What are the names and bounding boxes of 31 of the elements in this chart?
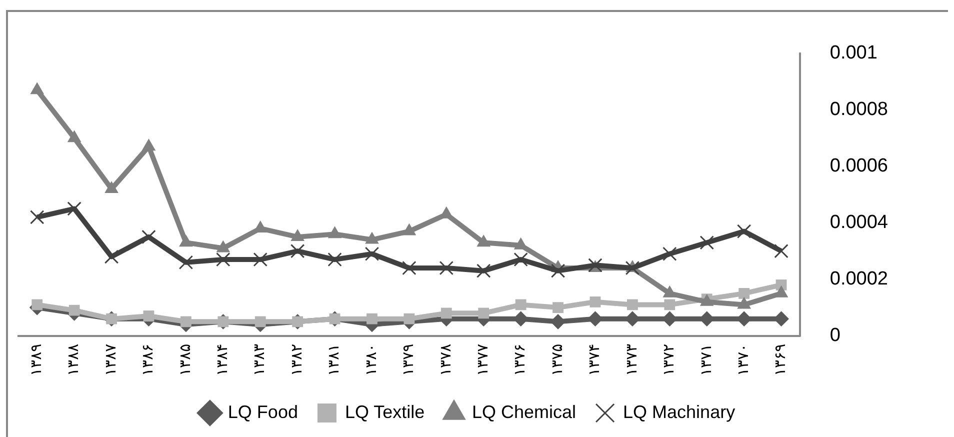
x-tick-label: ۱۳۷۵	[548, 344, 566, 376]
x-tick-label: ۱۳۸۰	[362, 344, 380, 376]
x-tick-label: ۱۳۸۵	[176, 344, 194, 376]
x-tick-label: ۱۳۶۹	[771, 344, 790, 376]
x-tick-label: ۱۳۷۲	[660, 344, 678, 376]
x-tick-label: ۱۳۸۲	[287, 344, 306, 376]
x-tick-label: ۱۳۷۸	[436, 344, 454, 376]
y-tick-label: 0	[830, 325, 840, 346]
x-tick-label: ۱۳۷۹	[399, 344, 418, 376]
x-tick-label: ۱۳۸۱	[324, 344, 343, 376]
x-tick-label: ۱۳۸۸	[64, 344, 82, 376]
x-tick-label: ۱۳۷۴	[585, 344, 604, 376]
y-tick-label: 0.0008	[830, 99, 888, 120]
x-tick-label: ۱۳۸۳	[250, 344, 268, 376]
legend-label: LQ Chemical	[472, 402, 576, 422]
x-tick-label: ۱۳۸۶	[138, 344, 157, 376]
y-tick-label: 0.0004	[830, 212, 888, 234]
y-tick-label: 0.001	[830, 42, 878, 64]
x-tick-label: ۱۳۷۳	[622, 344, 640, 376]
x-tick-label: ۱۳۸۹	[26, 344, 45, 376]
x-tick-label: ۱۳۷۱	[696, 344, 715, 376]
x-tick-label: ۱۳۷۶	[510, 344, 529, 376]
y-tick-label: 0.0006	[830, 156, 888, 177]
x-tick-label: ۱۳۸۷	[101, 344, 120, 376]
legend-label: LQ Machinary	[623, 402, 736, 422]
x-tick-label: ۱۳۸۴	[213, 344, 232, 376]
legend-label: LQ Textile	[344, 402, 425, 422]
legend-label: LQ Food	[228, 402, 298, 422]
x-tick-label: ۱۳۷۰	[734, 344, 752, 376]
x-tick-label: ۱۳۷۷	[474, 344, 492, 376]
y-tick-label: 0.0002	[830, 268, 888, 290]
